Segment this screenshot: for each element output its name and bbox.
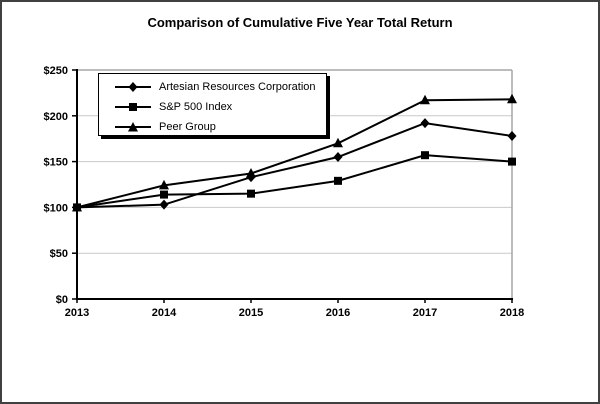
data-point-triangle-marker — [159, 179, 169, 190]
legend-item-peer-group: Peer Group — [114, 117, 326, 137]
square-marker-icon — [115, 103, 151, 111]
legend-label-peer-group: Peer Group — [159, 121, 216, 133]
legend-label-sp500: S&P 500 Index — [159, 101, 233, 113]
chart-title: Comparison of Cumulative Five Year Total… — [147, 15, 453, 30]
x-axis-tick-label: 2018 — [500, 307, 524, 319]
data-point-square-marker — [334, 176, 342, 185]
data-point-triangle-marker — [420, 94, 430, 105]
y-axis-tick-label: $50 — [50, 248, 68, 260]
data-point-diamond-marker — [420, 118, 430, 129]
data-point-diamond-marker — [507, 130, 517, 141]
legend-item-artesian: Artesian Resources Corporation — [114, 77, 326, 97]
y-axis-tick-label: $200 — [44, 111, 68, 123]
data-point-diamond-marker — [333, 152, 343, 163]
x-axis-tick-label: 2015 — [239, 307, 263, 319]
series-line-triangle — [76, 98, 513, 209]
chart-legend: Artesian Resources Corporation S&P 500 I… — [98, 73, 327, 136]
data-point-square-marker — [247, 189, 255, 198]
data-point-triangle-marker — [246, 168, 256, 178]
y-axis-tick-label: $0 — [56, 294, 68, 306]
x-axis-tick-label: 2016 — [326, 307, 350, 319]
data-point-triangle-marker — [333, 137, 343, 148]
data-point-triangle-marker — [72, 201, 82, 212]
diamond-marker-icon — [115, 82, 151, 92]
series-line-square — [76, 154, 513, 209]
x-axis-tick-label: 2013 — [65, 307, 89, 319]
y-axis-tick-label: $150 — [44, 157, 68, 169]
x-axis-tick-label: 2017 — [413, 307, 437, 319]
y-axis-tick-label: $100 — [44, 202, 68, 214]
data-point-square-marker — [508, 157, 516, 166]
legend-item-sp500: S&P 500 Index — [114, 97, 326, 117]
series-line-diamond — [76, 122, 513, 209]
triangle-marker-icon — [115, 122, 151, 132]
data-point-triangle-marker — [507, 93, 517, 104]
y-axis-tick-label: $250 — [44, 65, 68, 77]
legend-label-artesian: Artesian Resources Corporation — [159, 81, 316, 93]
data-point-square-marker — [160, 190, 168, 199]
data-point-square-marker — [421, 151, 429, 160]
data-point-diamond-marker — [159, 199, 169, 210]
x-axis-tick-label: 2014 — [152, 307, 177, 319]
